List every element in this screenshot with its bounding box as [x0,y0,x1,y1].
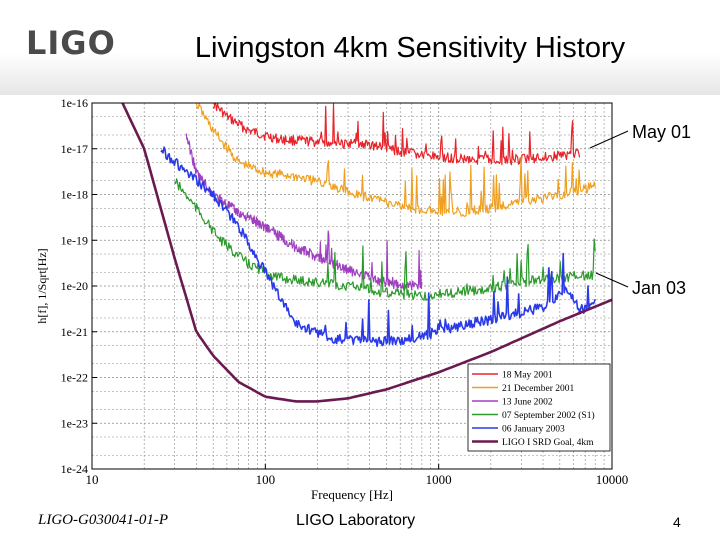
x-tick-label: 1000 [426,472,452,487]
y-tick-label: 1e-18 [61,188,88,202]
data-line [195,102,596,217]
callout-arrow-jan-03 [595,272,629,288]
series-21-december-2001 [195,102,596,217]
callout-arrow-may-01 [589,130,629,149]
legend-box [467,363,611,452]
x-tick-label: 10000 [596,472,629,487]
x-axis-label: Frequency [Hz] [311,487,393,502]
y-tick-label: 1e-22 [61,371,88,385]
y-tick-label: 1e-21 [61,325,88,339]
legend-label: LIGO I SRD Goal, 4km [502,438,594,448]
legend-label: 13 June 2002 [502,398,553,408]
legend: 18 May 2001 21 December 2001 13 June 2002 0… [467,363,611,452]
legend-label: 21 December 2001 [502,384,575,394]
x-axis-ticks: 10 100 1000 10000 [86,464,629,487]
slide-title: Livingston 4km Sensitivity History [194,32,626,64]
document-id: LIGO-G030041-01-P [38,512,168,528]
y-tick-label: 1e-17 [61,142,88,156]
page-number: 4 [673,514,681,530]
y-tick-label: 1e-20 [61,279,88,293]
callout-may-01: May 01 [632,122,692,142]
series-18-may-2001 [212,102,581,166]
data-line [160,146,596,348]
data-line [174,178,596,301]
header-band [0,0,720,95]
callout-jan-03: Jan 03 [632,278,687,298]
y-axis-label: h[f], 1/Sqrt[Hz] [35,248,49,323]
series-07-september-2002-s1 [174,178,596,301]
x-tick-label: 10 [86,472,99,487]
y-axis-ticks: 1e-16 1e-17 1e-18 1e-19 1e-20 1e-21 1e-22 1e-23… [61,96,97,476]
data-line [121,102,613,403]
x-tick-label: 100 [256,472,276,487]
series-ligo-i-srd-goal-4km [121,102,613,403]
y-tick-label: 1e-24 [61,462,88,476]
y-tick-label: 1e-19 [61,233,88,247]
y-tick-label: 1e-23 [61,416,88,430]
y-tick-label: 1e-16 [61,96,88,110]
ligo-logo: LIGO [26,24,116,62]
data-line [212,102,581,166]
legend-label: 06 January 2003 [502,425,565,435]
legend-label: 18 May 2001 [502,371,553,381]
lab-name: LIGO Laboratory [296,512,416,529]
series-06-january-2003 [160,146,596,348]
legend-label: 07 September 2002 (S1) [502,410,595,421]
